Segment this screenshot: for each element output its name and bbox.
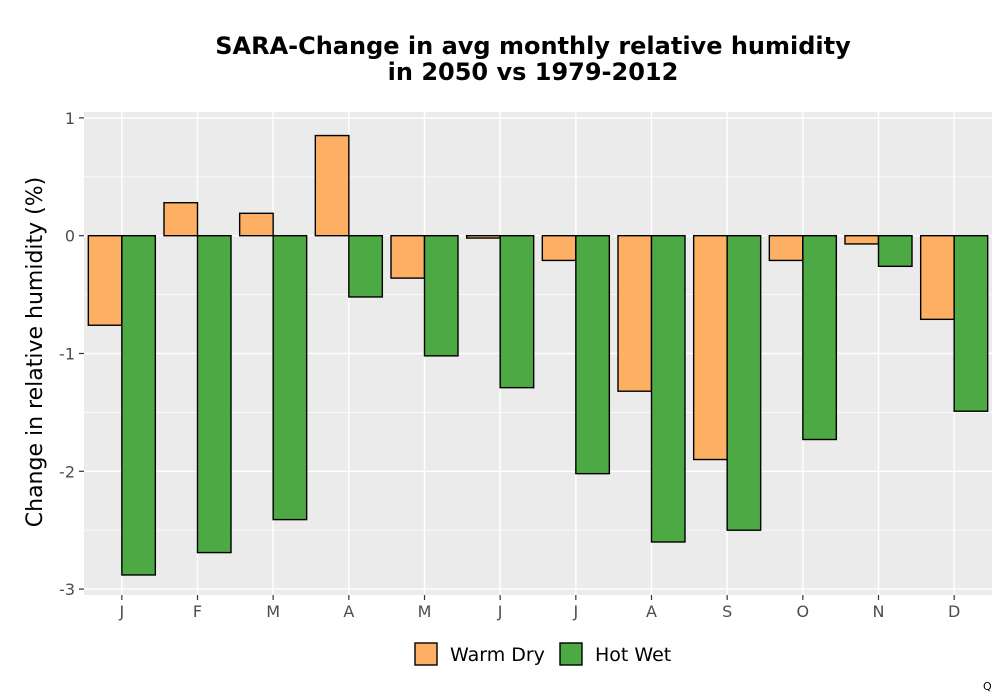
x-tick-label: J [118,602,124,621]
bar-warm-dry-2 [163,202,199,237]
x-tick-label: M [266,602,280,621]
chart-title-line-1: SARA-Change in avg monthly relative humi… [215,32,851,60]
y-axis-title: Change in relative humidity (%) [23,177,48,527]
y-tick-label: 0 [65,227,75,246]
bar-hot-wet-2 [196,234,232,554]
x-tick-label: N [873,602,885,621]
legend-key-warm-dry [414,642,438,666]
x-tick-label: M [418,602,432,621]
bar-warm-dry-3 [238,212,274,237]
y-axis: 1 0 -1 -2 -3 [59,109,84,599]
y-tick-label: -3 [59,580,75,599]
bar-warm-dry-5 [390,234,426,279]
bar-hot-wet-4 [348,234,384,298]
bar-hot-wet-9 [726,234,762,531]
bar-warm-dry-10 [768,234,804,262]
bar-hot-wet-8 [650,234,686,543]
x-tick-label: F [193,602,202,621]
x-tick-label: A [646,602,657,621]
legend-label-hot-wet: Hot Wet [595,644,671,666]
legend-key-hot-wet [559,642,583,666]
y-tick-label: -2 [59,462,75,481]
y-tick-label: -1 [59,345,75,364]
bar-warm-dry-7 [541,234,577,262]
x-tick-label: J [572,602,578,621]
bar-marks [87,134,989,576]
bar-hot-wet-6 [499,234,535,389]
x-tick-label: A [343,602,354,621]
bar-warm-dry-12 [919,234,955,321]
bar-warm-dry-8 [617,234,653,392]
bar-warm-dry-11 [844,234,880,245]
bar-hot-wet-11 [877,234,913,268]
x-tick-label: O [797,602,810,621]
legend: Warm Dry Hot Wet [414,642,671,666]
bar-hot-wet-12 [953,234,989,412]
bar-hot-wet-5 [423,234,459,357]
bar-hot-wet-3 [272,234,308,521]
corner-mark: Q [983,680,992,693]
x-tick-label: J [497,602,503,621]
bar-hot-wet-7 [575,234,611,475]
bar-warm-dry-9 [692,234,728,461]
chart-title-line-2: in 2050 vs 1979-2012 [388,58,679,86]
bar-warm-dry-1 [87,234,123,326]
x-tick-label: S [722,602,732,621]
bar-warm-dry-4 [314,134,350,237]
bar-hot-wet-10 [802,234,838,441]
legend-label-warm-dry: Warm Dry [450,644,545,666]
bar-hot-wet-1 [121,234,157,576]
bar-warm-dry-6 [465,234,501,239]
y-tick-label: 1 [65,109,75,128]
x-tick-label: D [948,602,960,621]
